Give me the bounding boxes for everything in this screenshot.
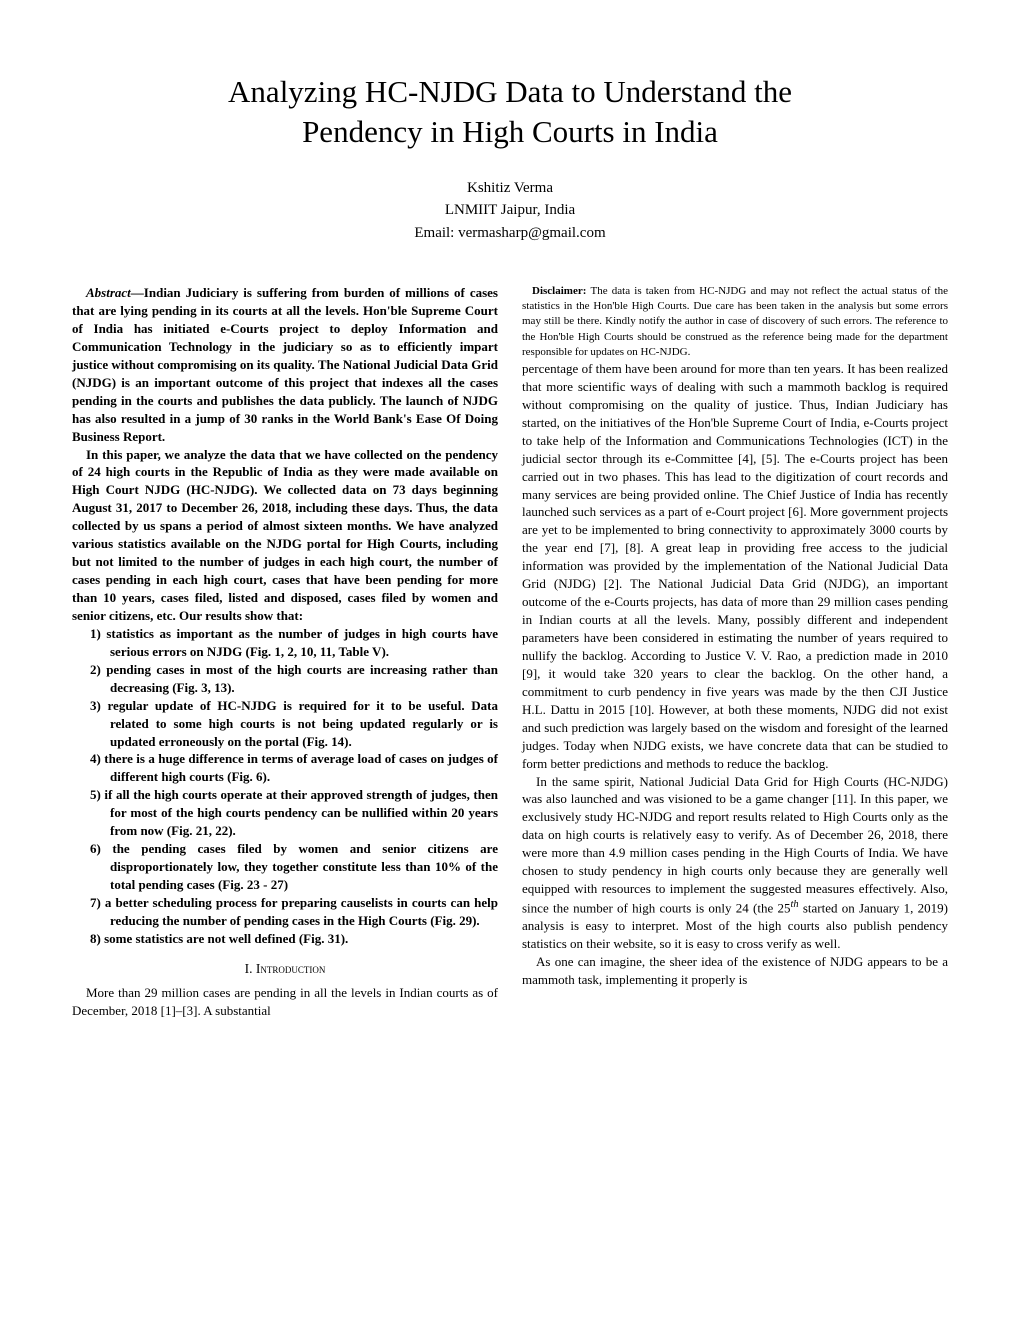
col2-p1: percentage of them have been around for … xyxy=(522,360,948,773)
col2-p2a: In the same spirit, National Judicial Da… xyxy=(522,774,948,916)
ordinal-superscript: th xyxy=(791,899,799,910)
abstract-p2: In this paper, we analyze the data that … xyxy=(72,446,498,625)
two-column-body: Abstract—Indian Judiciary is suffering f… xyxy=(72,284,948,1020)
finding-item: statistics as important as the number of… xyxy=(72,625,498,661)
title-line-2: Pendency in High Courts in India xyxy=(302,114,718,149)
title-line-1: Analyzing HC-NJDG Data to Understand the xyxy=(228,74,792,109)
finding-item: there is a huge difference in terms of a… xyxy=(72,750,498,786)
finding-item: regular update of HC-NJDG is required fo… xyxy=(72,697,498,751)
col2-p3: As one can imagine, the sheer idea of th… xyxy=(522,953,948,989)
finding-item: a better scheduling process for preparin… xyxy=(72,894,498,930)
author-email: Email: vermasharp@gmail.com xyxy=(72,222,948,245)
author-name: Kshitiz Verma xyxy=(72,177,948,200)
author-block: Kshitiz Verma LNMIIT Jaipur, India Email… xyxy=(72,177,948,245)
abstract-p1: Abstract—Indian Judiciary is suffering f… xyxy=(72,284,498,445)
disclaimer-label: Disclaimer: xyxy=(532,285,591,297)
finding-item: the pending cases filed by women and sen… xyxy=(72,840,498,894)
author-affiliation: LNMIIT Jaipur, India xyxy=(72,199,948,222)
finding-item: pending cases in most of the high courts… xyxy=(72,661,498,697)
col2-p2: In the same spirit, National Judicial Da… xyxy=(522,773,948,954)
disclaimer: Disclaimer: The data is taken from HC-NJ… xyxy=(522,284,948,360)
abstract-p1-text: —Indian Judiciary is suffering from burd… xyxy=(72,285,498,444)
paper-title: Analyzing HC-NJDG Data to Understand the… xyxy=(72,72,948,153)
findings-list: statistics as important as the number of… xyxy=(72,625,498,948)
intro-p1: More than 29 million cases are pending i… xyxy=(72,984,498,1020)
abstract-label: Abstract xyxy=(86,285,131,300)
finding-item: if all the high courts operate at their … xyxy=(72,786,498,840)
section-1-heading: I. Introduction xyxy=(72,960,498,979)
finding-item: some statistics are not well defined (Fi… xyxy=(72,930,498,948)
